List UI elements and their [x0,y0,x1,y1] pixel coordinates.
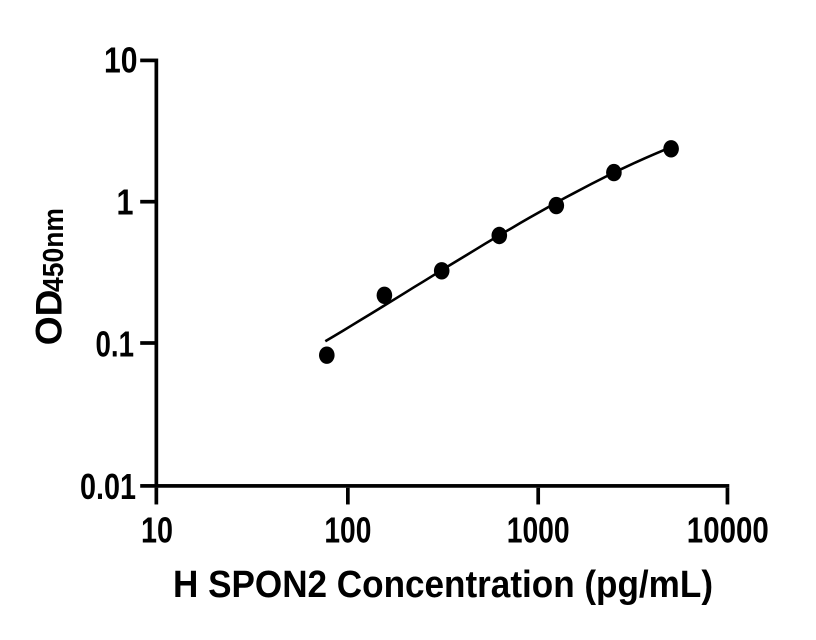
svg-text:450nm: 450nm [38,208,70,292]
svg-text:100: 100 [324,510,371,551]
svg-text:0.1: 0.1 [96,323,135,364]
svg-text:H SPON2 Concentration (pg/mL): H SPON2 Concentration (pg/mL) [173,563,713,605]
svg-text:1: 1 [117,181,134,222]
svg-text:10000: 10000 [687,510,769,551]
svg-text:10: 10 [104,39,138,80]
svg-text:1000: 1000 [507,510,570,551]
svg-text:10: 10 [141,510,173,551]
svg-text:0.01: 0.01 [80,466,136,507]
svg-text:OD: OD [27,290,69,346]
